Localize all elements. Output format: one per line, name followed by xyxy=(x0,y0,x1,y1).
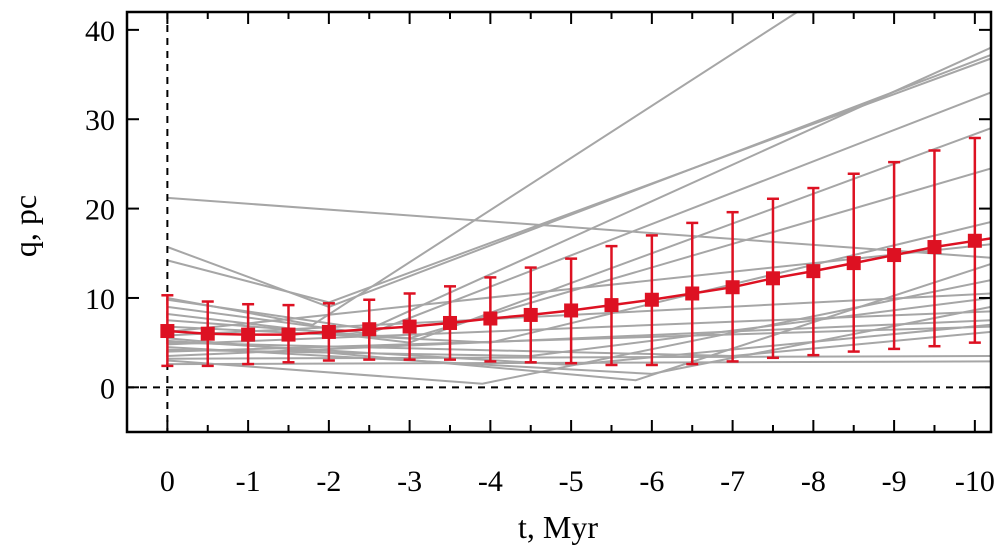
member-line-5 xyxy=(167,46,991,331)
mean-marker-18 xyxy=(846,256,861,271)
x-tick-label-2: -2 xyxy=(316,465,341,498)
mean-marker-20 xyxy=(927,240,942,255)
plot-border xyxy=(125,10,993,434)
mean-marker-19 xyxy=(887,248,902,263)
x-tick-label-7: -7 xyxy=(720,465,745,498)
x-tick-label-1: -1 xyxy=(236,465,261,498)
mean-marker-21 xyxy=(967,233,982,248)
mean-marker-1 xyxy=(160,324,175,339)
mean-marker-8 xyxy=(442,315,457,330)
mean-marker-2 xyxy=(200,326,215,341)
mean-line xyxy=(167,237,991,336)
member-line-2 xyxy=(167,53,991,308)
member-line-20 xyxy=(167,355,991,360)
mean-marker-15 xyxy=(725,280,740,295)
x-tick-label-4: -4 xyxy=(478,465,503,498)
mean-marker-9 xyxy=(483,311,498,326)
x-tick-label-0: 0 xyxy=(160,465,175,498)
x-tick-label-6: -6 xyxy=(639,465,664,498)
member-line-21 xyxy=(167,323,991,367)
y-tick-label-0: 0 xyxy=(100,372,115,405)
y-tick-label-30: 30 xyxy=(85,104,115,137)
mean-marker-11 xyxy=(564,303,579,318)
mean-marker-17 xyxy=(806,264,821,279)
plot-frame xyxy=(125,10,993,434)
x-tick-label-8: -8 xyxy=(801,465,826,498)
member-line-1 xyxy=(167,196,991,259)
mean-marker-14 xyxy=(685,286,700,301)
reference-lines xyxy=(127,12,991,432)
mean-marker-12 xyxy=(604,298,619,313)
member-line-12 xyxy=(167,279,991,385)
x-tick-label-10: -10 xyxy=(955,465,995,498)
member-line-9 xyxy=(167,221,991,344)
mean-marker-10 xyxy=(523,307,538,322)
mean-marker-4 xyxy=(281,327,296,342)
x-tick-label-3: -3 xyxy=(397,465,422,498)
x-tick-label-5: -5 xyxy=(559,465,584,498)
y-tick-label-10: 10 xyxy=(85,283,115,316)
member-line-10 xyxy=(167,243,991,333)
x-tick-label-9: -9 xyxy=(882,465,907,498)
mean-marker-16 xyxy=(765,271,780,286)
y-axis-title: q, pc xyxy=(7,195,43,257)
mean-marker-13 xyxy=(644,292,659,307)
mean-marker-3 xyxy=(241,327,256,342)
mean-marker-5 xyxy=(321,324,336,339)
x-axis-title: t, Myr xyxy=(518,509,598,545)
mean-marker-7 xyxy=(402,319,417,334)
x-axis: 0 -1 -2 -3 -4 -5 -6 -7 -8 -9 -10 xyxy=(160,12,995,498)
member-line-3 xyxy=(167,57,991,304)
member-line-19 xyxy=(167,360,991,366)
y-axis: 0 10 20 30 40 xyxy=(85,15,991,405)
y-tick-label-20: 20 xyxy=(85,194,115,227)
mean-series xyxy=(160,233,991,342)
mean-marker-6 xyxy=(362,322,377,337)
y-tick-label-40: 40 xyxy=(85,15,115,48)
member-line-6 xyxy=(167,91,991,335)
